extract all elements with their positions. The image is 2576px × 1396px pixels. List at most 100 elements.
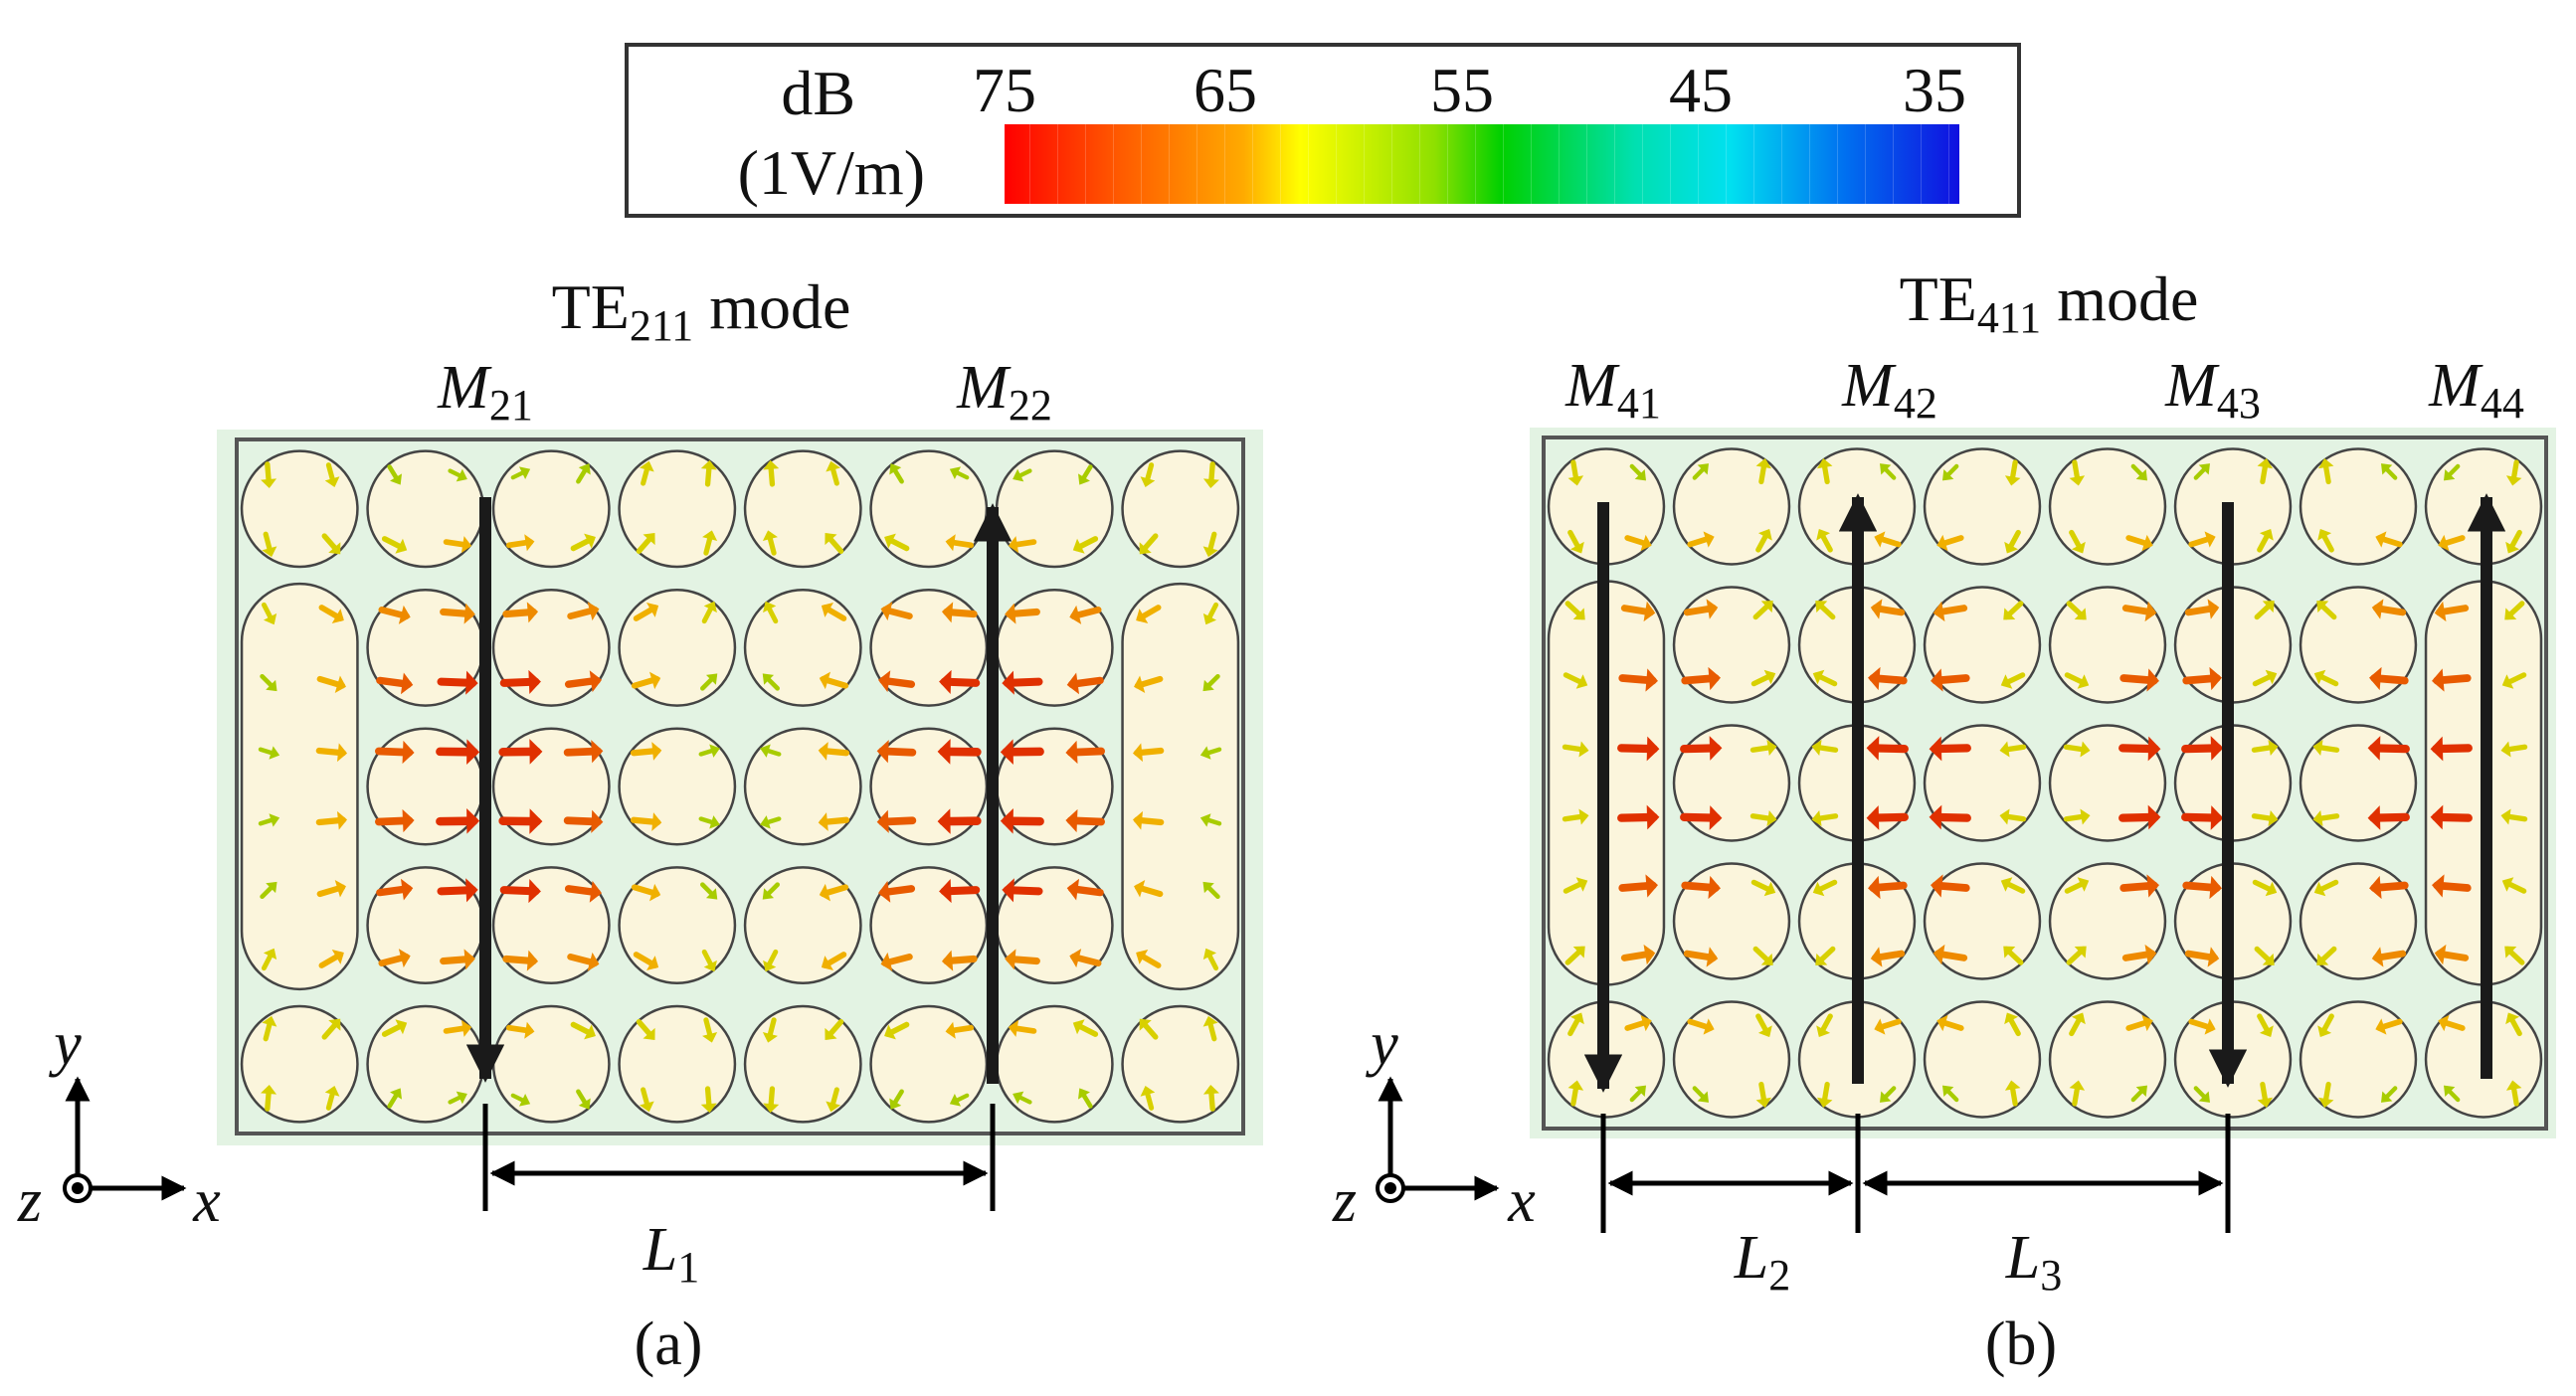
field-vector-head-a-34 [398,605,411,624]
field-vector-head-a-111 [1202,881,1214,894]
field-vector-head-a-156 [1012,1091,1024,1105]
field-vector-head-b-4 [1816,458,1833,469]
field-vector-head-a-53 [589,670,603,693]
field-vector-head-b-134 [1936,1014,1948,1032]
field-vector-head-b-122 [2207,947,2220,967]
field-vector-head-b-144 [1567,1080,1584,1091]
field-vector-head-b-54 [1931,668,1943,692]
field-vector-head-b-128 [1569,1012,1584,1025]
field-vector-head-a-56 [762,673,775,685]
field-vector-head-a-48 [266,679,277,692]
field-vector-head-b-7 [2004,475,2021,486]
field-vector-head-a-66 [402,740,415,765]
field-vector-head-a-31 [1202,546,1218,558]
field-vector-head-b-151 [2004,1080,2021,1091]
field-vector-head-a-69 [591,740,604,764]
field-vector-head-a-137 [825,1027,837,1040]
field-vector-head-b-121 [2144,944,2157,965]
field-vector-head-b-132 [1816,1025,1831,1038]
field-vector-head-a-64 [269,746,280,760]
field-vector-head-b-100 [1812,881,1825,897]
field-vector-head-a-12 [1012,468,1024,482]
field-vector-head-a-107 [939,879,952,904]
field-vector-head-a-85 [591,809,604,833]
field-vector-head-a-78 [1132,743,1143,763]
field-vector-head-b-79 [2500,741,2511,758]
field-vector-head-a-2 [390,473,402,485]
field-vector-head-a-0 [261,478,277,488]
field-vector-head-b-5 [1880,463,1892,475]
field-vector-head-a-98 [400,878,414,901]
field-vector-head-a-3 [456,468,467,482]
field-vector-head-b-87 [1999,808,2010,825]
field-vector-head-a-73 [818,742,828,761]
field-vector-head-a-96 [266,881,277,894]
field-vector-head-b-62 [2432,668,2445,692]
field-vector-head-a-123 [941,950,954,971]
field-vector-head-a-61 [1066,672,1080,695]
field-vector-head-a-138 [884,1024,896,1040]
unit-cell-b-16 [1923,724,2042,842]
field-vector-head-a-128 [262,1015,277,1027]
field-vector-head-b-35 [1760,601,1773,613]
field-vector-head-a-93 [1065,808,1078,833]
field-vector-head-b-159 [2505,1080,2522,1091]
field-vector-head-b-10 [2198,463,2210,475]
field-vector-head-b-58 [2209,666,2222,691]
field-vector-head-b-74 [2210,736,2224,761]
field-vector-head-b-91 [2268,810,2279,826]
field-vector-head-a-58 [877,670,891,693]
colorbar-tick-45: 45 [1669,55,1733,125]
field-vector-head-a-101 [589,880,603,903]
field-vector-head-a-133 [584,1024,596,1040]
field-vector-head-b-89 [2147,804,2161,830]
field-vector-head-a-70 [651,742,662,761]
field-vector-head-b-90 [2210,805,2224,830]
field-vector-head-a-21 [584,533,596,549]
field-vector-head-a-37 [587,602,600,621]
field-vector-head-a-134 [643,1027,655,1040]
field-vector-head-a-97 [334,880,346,898]
field-vector-head-b-73 [2147,736,2161,762]
unit-cell-b-14 [1672,724,1791,842]
field-vector-head-a-100 [528,879,541,904]
field-vector-head-a-91 [937,808,951,834]
field-vector-head-b-16 [1569,541,1584,554]
field-vector-head-a-8 [763,459,780,470]
field-vector-head-b-112 [1572,946,1585,959]
field-vector-head-a-42 [880,602,893,621]
field-vector-head-a-112 [263,948,277,960]
field-vector-head-b-110 [2432,874,2445,898]
field-vector-head-a-46 [1136,609,1149,623]
field-vector-head-a-54 [648,671,661,690]
field-vector-head-b-97 [1645,874,1658,898]
field-vector-head-b-152 [2069,1080,2086,1091]
field-vector-head-a-136 [762,1031,778,1043]
field-vector-head-a-155 [949,1093,962,1107]
field-vector-head-a-151 [700,1103,717,1114]
field-vector-head-a-125 [1069,949,1082,968]
field-vector-head-a-92 [1000,807,1013,834]
field-vector-head-a-25 [825,533,837,546]
field-vector-head-b-26 [2204,531,2216,548]
field-vector-head-b-95 [2500,808,2511,825]
field-vector-head-a-38 [645,603,659,617]
field-vector-head-b-56 [2077,674,2090,689]
field-vector-head-a-11 [949,466,962,480]
magnet-label-m44: M44 [2428,352,2524,428]
field-vector-head-a-81 [337,810,348,830]
field-vector-head-b-23 [2004,541,2019,554]
axis-a-y-label: y [48,1010,82,1078]
field-vector-head-b-46 [2434,601,2447,622]
unit-cell-b-19 [2299,724,2418,842]
field-vector-head-b-85 [1866,805,1880,830]
unit-cell-a-5 [869,449,989,569]
field-vector-head-a-44 [1005,603,1016,624]
field-vector-head-a-82 [402,808,415,833]
field-vector-head-b-12 [2317,458,2334,469]
field-vector-head-b-127 [2504,946,2517,959]
field-vector-head-b-130 [1703,1018,1715,1035]
unit-cell-a-31 [869,1004,989,1124]
field-vector-head-a-30 [1139,542,1152,555]
